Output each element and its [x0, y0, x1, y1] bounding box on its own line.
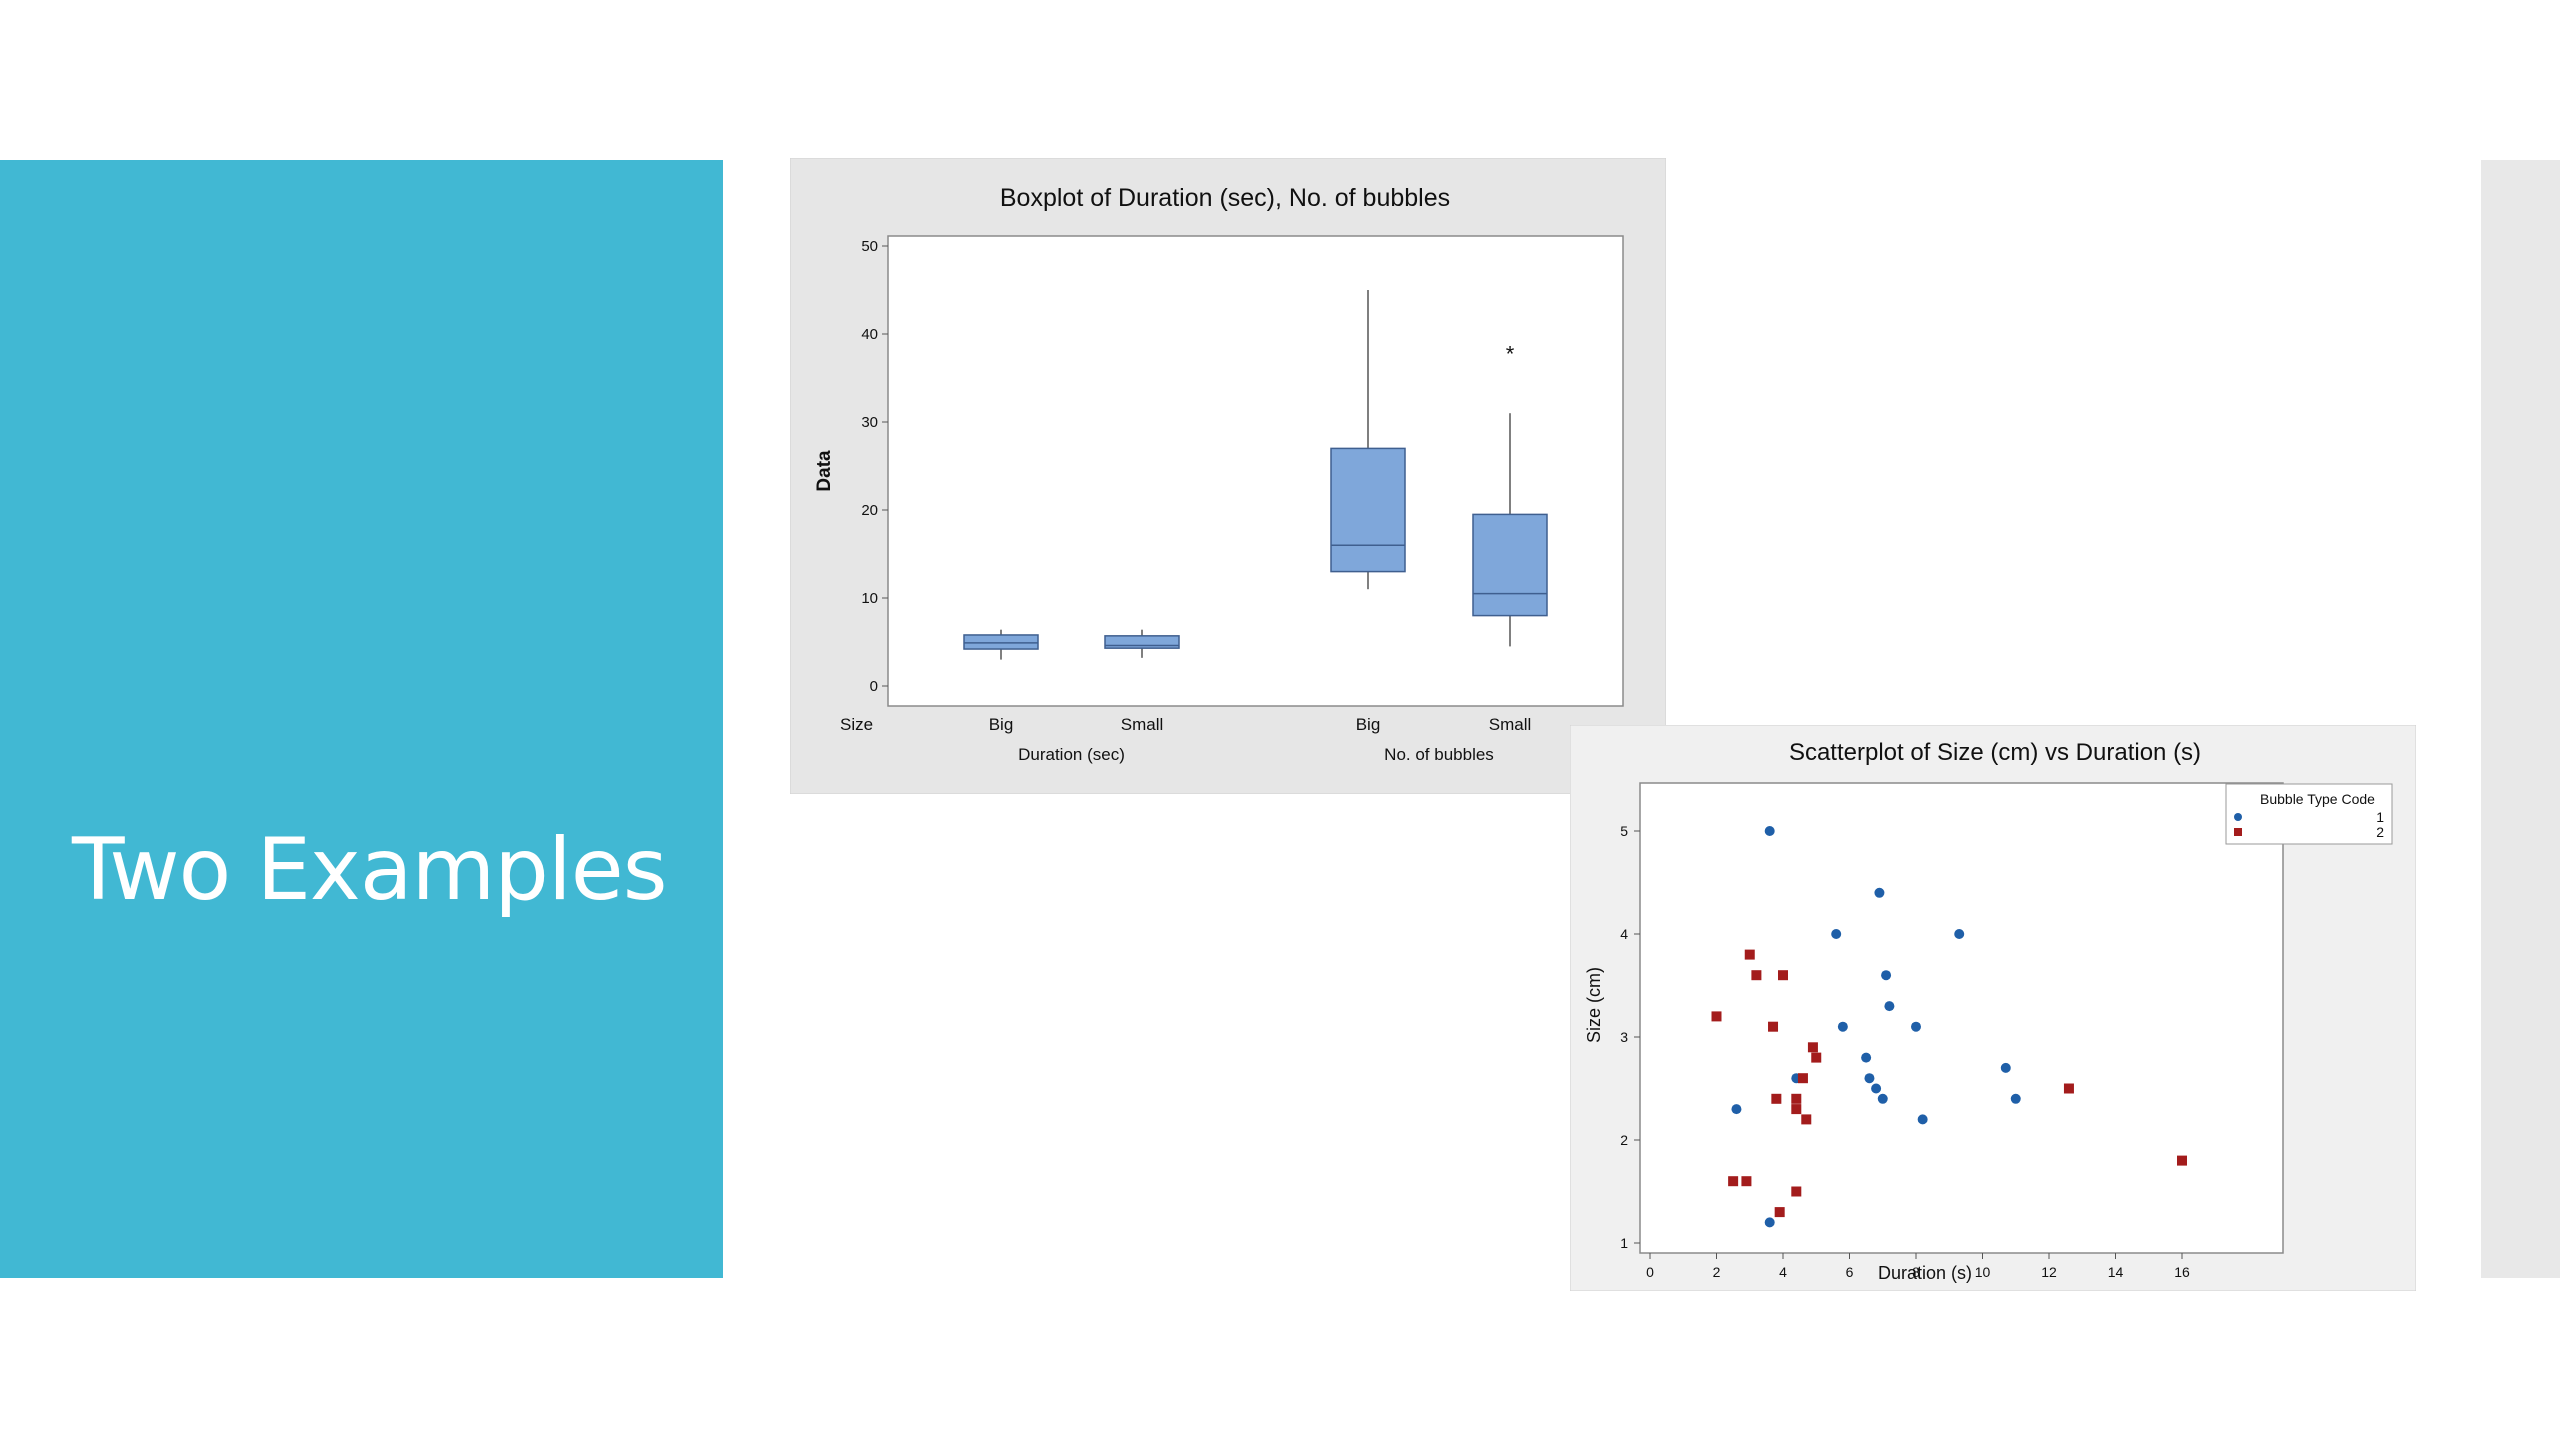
- scatter-point-series-2: [1744, 949, 1755, 960]
- scatter-x-tick-label: 16: [2174, 1264, 2190, 1280]
- boxplot-x-category-label: Big: [989, 715, 1014, 734]
- boxplot-x-group-label: Duration (sec): [1018, 745, 1125, 764]
- boxplot-plot-area: [887, 235, 1624, 707]
- scatter-point-series-1: [1884, 1001, 1895, 1012]
- boxplot-y-axis-label: Data: [814, 450, 835, 492]
- boxplot-y-tick-label: 10: [861, 590, 878, 607]
- scatter-x-axis-label: Duration (s): [1878, 1263, 1972, 1283]
- legend-marker-series-1: [2234, 813, 2242, 821]
- legend-title: Bubble Type Code: [2260, 791, 2375, 807]
- slide-title: Two Examples: [72, 820, 667, 920]
- slide-right-panel: [2481, 160, 2560, 1278]
- legend-marker-series-2: [2234, 828, 2242, 836]
- boxplot-x-category-label: Small: [1489, 715, 1532, 734]
- scatter-point-series-2: [1774, 1207, 1785, 1218]
- boxplot-boxes: *: [963, 290, 1548, 660]
- scatter-x-tick-label: 8: [1912, 1264, 1920, 1280]
- scatter-points: [1711, 826, 2187, 1228]
- boxplot-box: [1472, 513, 1548, 617]
- scatter-plot-area: [1639, 782, 2284, 1254]
- legend-label-series-1: 1: [2376, 809, 2384, 825]
- boxplot-y-tick-label: 30: [861, 414, 878, 431]
- scatter-legend: Bubble Type Code 1 2: [2225, 783, 2393, 845]
- scatter-point-series-2: [1771, 1093, 1782, 1104]
- scatter-point-series-1: [1911, 1021, 1921, 1032]
- scatter-point-series-2: [1807, 1042, 1818, 1053]
- scatter-x-tick-label: 6: [1846, 1264, 1854, 1280]
- boxplot-y-tick-label: 50: [861, 238, 878, 255]
- scatter-point-series-1: [1881, 970, 1892, 981]
- scatter-y-tick-label: 4: [1620, 926, 1628, 942]
- scatter-x-tick-label: 2: [1713, 1264, 1721, 1280]
- scatter-y-axis-label: Size (cm): [1584, 967, 1604, 1043]
- scatter-point-series-1: [1764, 1217, 1775, 1228]
- slide-accent-band: Two Examples: [0, 160, 723, 1278]
- boxplot-outlier: *: [1506, 342, 1515, 367]
- boxplot-size-row-label: Size: [840, 715, 873, 734]
- boxplot-y-tick-label: 0: [870, 678, 878, 695]
- scatter-title: Scatterplot of Size (cm) vs Duration (s): [1789, 739, 2201, 766]
- scatter-point-series-2: [1797, 1073, 1808, 1084]
- scatter-y-tick-label: 3: [1620, 1029, 1628, 1045]
- boxplot-box: [1330, 447, 1406, 573]
- boxplot-y-ticks: 0 10 20 30 40 50: [861, 238, 888, 695]
- scatter-point-series-2: [1801, 1114, 1812, 1125]
- boxplot-x-category-label: Small: [1121, 715, 1164, 734]
- boxplot-x-group-label: No. of bubbles: [1384, 745, 1494, 764]
- boxplot-title: Boxplot of Duration (sec), No. of bubble…: [1000, 184, 1450, 212]
- scatter-y-tick-label: 2: [1620, 1132, 1628, 1148]
- scatter-point-series-1: [1764, 826, 1775, 836]
- scatter-y-tick-label: 5: [1620, 823, 1628, 839]
- scatter-point-series-1: [1864, 1073, 1875, 1084]
- scatter-point-series-2: [1728, 1176, 1739, 1187]
- scatter-point-series-2: [1791, 1104, 1802, 1115]
- scatter-point-series-2: [1778, 970, 1788, 981]
- scatter-point-series-1: [2000, 1062, 2011, 1073]
- scatter-x-tick-label: 4: [1779, 1264, 1787, 1280]
- scatter-point-series-2: [1791, 1093, 1802, 1104]
- boxplot-chart: Boxplot of Duration (sec), No. of bubble…: [790, 158, 1666, 794]
- boxplot-box: [1104, 635, 1180, 649]
- scatter-point-series-1: [1831, 929, 1842, 939]
- boxplot-x-category-label: Big: [1356, 715, 1381, 734]
- scatter-point-series-2: [1751, 970, 1762, 981]
- scatter-chart: Scatterplot of Size (cm) vs Duration (s)…: [1570, 725, 2416, 1291]
- scatter-point-series-2: [2177, 1155, 2187, 1166]
- scatter-point-series-1: [1861, 1052, 1872, 1063]
- scatter-x-tick-label: 12: [2041, 1264, 2057, 1280]
- scatter-point-series-1: [1837, 1021, 1848, 1032]
- scatter-point-series-2: [1791, 1186, 1802, 1197]
- scatter-y-tick-label: 1: [1620, 1235, 1628, 1251]
- scatter-point-series-2: [1811, 1052, 1822, 1063]
- scatter-point-series-2: [1741, 1176, 1752, 1187]
- boxplot-box: [963, 634, 1039, 650]
- scatter-x-tick-label: 0: [1646, 1264, 1654, 1280]
- scatter-point-series-1: [1871, 1083, 1882, 1094]
- scatter-point-series-1: [1877, 1093, 1888, 1104]
- boxplot-y-tick-label: 20: [861, 502, 878, 519]
- scatter-point-series-1: [2010, 1093, 2021, 1104]
- legend-label-series-2: 2: [2376, 824, 2384, 840]
- scatter-point-series-1: [1731, 1104, 1742, 1115]
- scatter-point-series-1: [1954, 929, 1965, 939]
- scatter-point-series-2: [2063, 1083, 2074, 1094]
- scatter-x-tick-label: 14: [2108, 1264, 2124, 1280]
- boxplot-y-tick-label: 40: [861, 326, 878, 343]
- scatter-x-tick-label: 10: [1975, 1264, 1991, 1280]
- scatter-point-series-2: [1711, 1011, 1722, 1022]
- scatter-point-series-1: [1917, 1114, 1928, 1125]
- scatter-point-series-2: [1768, 1021, 1779, 1032]
- scatter-point-series-1: [1874, 887, 1885, 898]
- legend-box: [2225, 783, 2393, 845]
